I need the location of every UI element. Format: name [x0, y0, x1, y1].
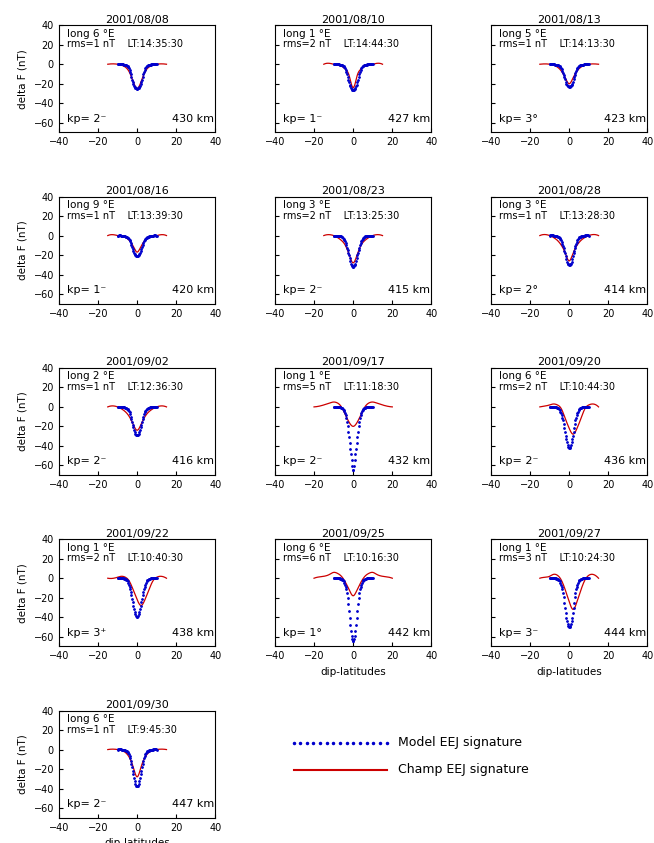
Text: 436 km: 436 km	[604, 456, 645, 466]
Text: 427 km: 427 km	[388, 114, 430, 124]
Text: kp= 3⁻: kp= 3⁻	[499, 628, 538, 638]
Text: 423 km: 423 km	[604, 114, 645, 124]
Title: 2001/09/02: 2001/09/02	[105, 357, 169, 368]
Text: long 1 °E: long 1 °E	[67, 543, 114, 552]
Text: kp= 1⁻: kp= 1⁻	[283, 114, 322, 124]
Text: kp= 1°: kp= 1°	[283, 628, 322, 638]
Text: long 1 °E: long 1 °E	[499, 543, 546, 552]
Title: 2001/09/20: 2001/09/20	[537, 357, 601, 368]
Text: long 5 °E: long 5 °E	[499, 29, 546, 39]
Title: 2001/09/27: 2001/09/27	[537, 529, 601, 539]
Text: long 1 °E: long 1 °E	[283, 371, 330, 381]
Text: kp= 3°: kp= 3°	[499, 114, 538, 124]
Text: rms=1 nT    LT:14:13:30: rms=1 nT LT:14:13:30	[499, 40, 615, 49]
Title: 2001/08/28: 2001/08/28	[537, 185, 601, 196]
Text: 416 km: 416 km	[171, 456, 214, 466]
Title: 2001/08/08: 2001/08/08	[105, 14, 169, 24]
Y-axis label: delta F (nT): delta F (nT)	[18, 563, 28, 623]
Text: 438 km: 438 km	[171, 628, 214, 638]
Text: 414 km: 414 km	[604, 285, 645, 295]
X-axis label: dip-latitudes: dip-latitudes	[320, 667, 386, 677]
Text: long 9 °E: long 9 °E	[67, 200, 114, 210]
Text: rms=2 nT    LT:10:44:30: rms=2 nT LT:10:44:30	[499, 382, 615, 392]
Text: Champ EEJ signature: Champ EEJ signature	[398, 763, 528, 776]
Text: 444 km: 444 km	[604, 628, 646, 638]
Text: rms=3 nT    LT:10:24:30: rms=3 nT LT:10:24:30	[499, 553, 615, 563]
Y-axis label: delta F (nT): delta F (nT)	[18, 220, 28, 280]
Title: 2001/08/10: 2001/08/10	[321, 14, 385, 24]
Text: long 1 °E: long 1 °E	[283, 29, 330, 39]
Text: kp= 1⁻: kp= 1⁻	[67, 285, 106, 295]
Text: rms=5 nT    LT:11:18:30: rms=5 nT LT:11:18:30	[283, 382, 399, 392]
Title: 2001/08/13: 2001/08/13	[538, 14, 601, 24]
Text: 442 km: 442 km	[388, 628, 430, 638]
Text: rms=2 nT    LT:13:25:30: rms=2 nT LT:13:25:30	[283, 211, 399, 221]
Text: Model EEJ signature: Model EEJ signature	[398, 736, 522, 749]
Text: rms=1 nT    LT:13:39:30: rms=1 nT LT:13:39:30	[67, 211, 182, 221]
Text: long 6 °E: long 6 °E	[499, 371, 546, 381]
Text: kp= 3⁺: kp= 3⁺	[67, 628, 106, 638]
Text: kp= 2⁻: kp= 2⁻	[283, 285, 322, 295]
Text: kp= 2⁻: kp= 2⁻	[283, 456, 322, 466]
X-axis label: dip-latitudes: dip-latitudes	[104, 838, 170, 843]
Text: 432 km: 432 km	[388, 456, 430, 466]
Title: 2001/08/23: 2001/08/23	[321, 185, 385, 196]
Y-axis label: delta F (nT): delta F (nT)	[18, 734, 28, 794]
Text: 430 km: 430 km	[171, 114, 214, 124]
X-axis label: dip-latitudes: dip-latitudes	[536, 667, 602, 677]
Text: kp= 2⁻: kp= 2⁻	[67, 114, 106, 124]
Text: kp= 2⁻: kp= 2⁻	[67, 456, 106, 466]
Text: kp= 2⁻: kp= 2⁻	[67, 799, 106, 809]
Title: 2001/09/17: 2001/09/17	[321, 357, 385, 368]
Title: 2001/09/25: 2001/09/25	[321, 529, 385, 539]
Text: rms=2 nT    LT:10:40:30: rms=2 nT LT:10:40:30	[67, 553, 182, 563]
Title: 2001/09/30: 2001/09/30	[105, 700, 169, 710]
Y-axis label: delta F (nT): delta F (nT)	[18, 49, 28, 109]
Text: 420 km: 420 km	[171, 285, 214, 295]
Title: 2001/08/16: 2001/08/16	[105, 185, 169, 196]
Text: rms=1 nT    LT:13:28:30: rms=1 nT LT:13:28:30	[499, 211, 615, 221]
Text: long 6 °E: long 6 °E	[67, 29, 114, 39]
Text: 447 km: 447 km	[171, 799, 214, 809]
Text: 415 km: 415 km	[388, 285, 430, 295]
Text: rms=6 nT    LT:10:16:30: rms=6 nT LT:10:16:30	[283, 553, 398, 563]
Text: long 2 °E: long 2 °E	[67, 371, 114, 381]
Text: rms=1 nT    LT:14:35:30: rms=1 nT LT:14:35:30	[67, 40, 182, 49]
Text: long 6 °E: long 6 °E	[283, 543, 330, 552]
Text: rms=2 nT    LT:14:44:30: rms=2 nT LT:14:44:30	[283, 40, 399, 49]
Text: long 3 °E: long 3 °E	[283, 200, 330, 210]
Title: 2001/09/22: 2001/09/22	[105, 529, 169, 539]
Text: long 3 °E: long 3 °E	[499, 200, 546, 210]
Text: rms=1 nT    LT:12:36:30: rms=1 nT LT:12:36:30	[67, 382, 182, 392]
Text: rms=1 nT    LT:9:45:30: rms=1 nT LT:9:45:30	[67, 724, 177, 734]
Text: kp= 2⁻: kp= 2⁻	[499, 456, 538, 466]
Y-axis label: delta F (nT): delta F (nT)	[18, 392, 28, 451]
Text: kp= 2°: kp= 2°	[499, 285, 538, 295]
Text: long 6 °E: long 6 °E	[67, 714, 114, 724]
